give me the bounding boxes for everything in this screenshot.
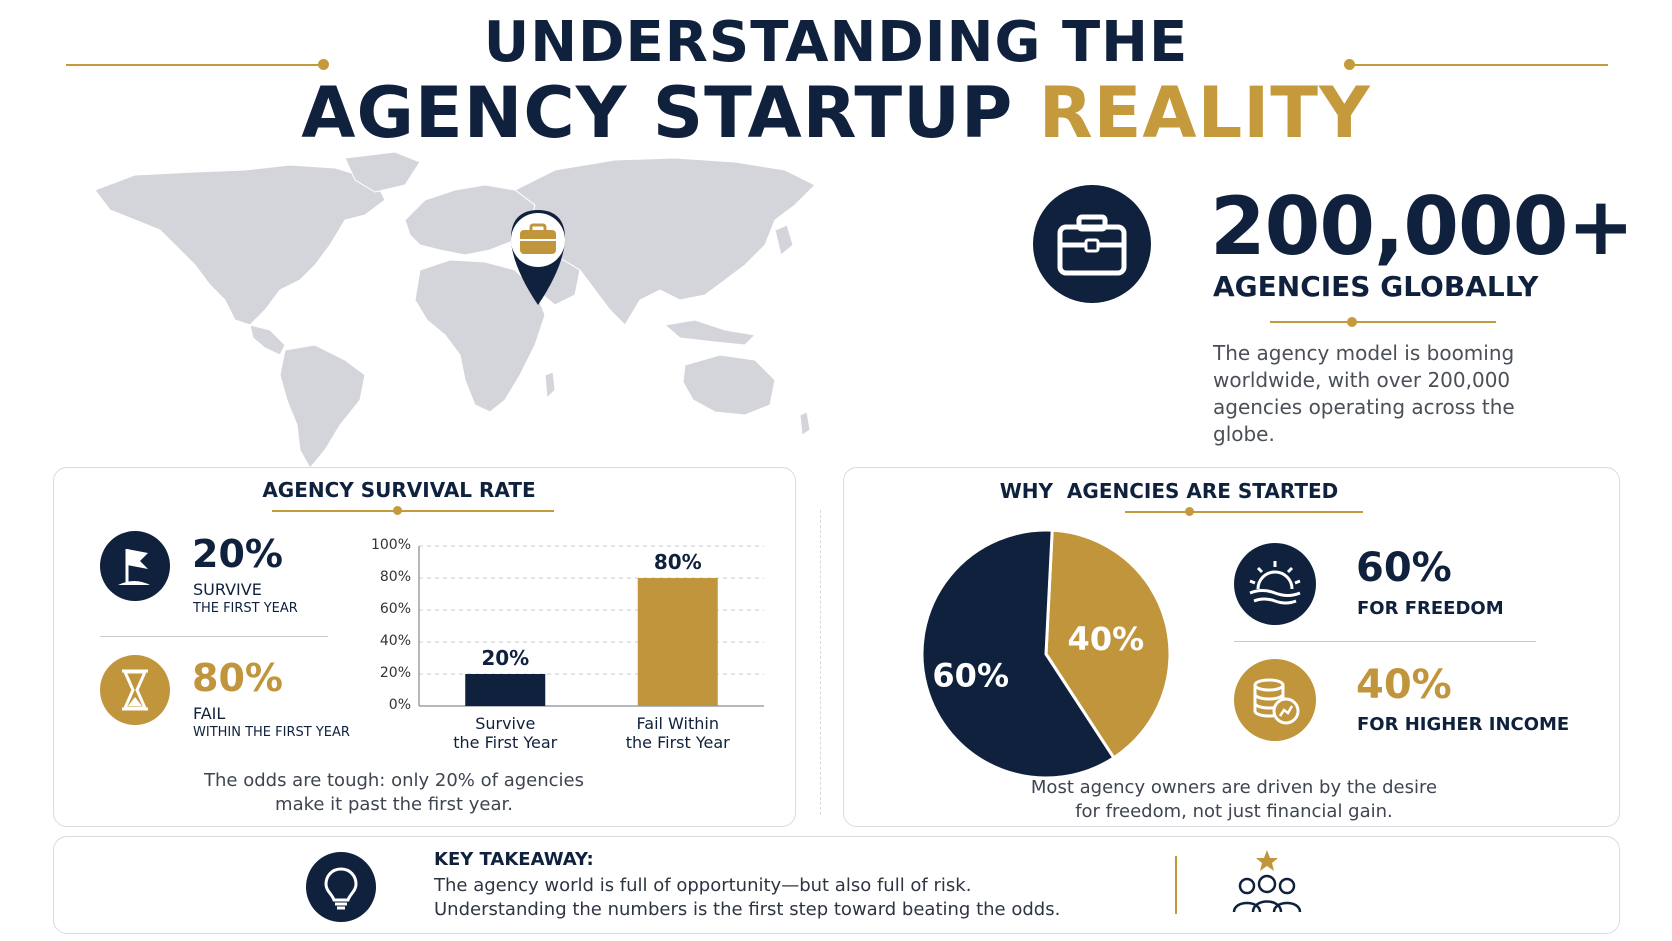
y-tick-label: 0% [388,697,411,713]
takeaway-line2: Understanding the numbers is the first s… [434,899,1061,920]
map-pin-briefcase-icon [511,210,565,305]
survival-title: AGENCY SURVIVAL RATE [262,478,536,502]
freedom-badge [1234,543,1316,625]
bar-category-line: Survive [475,714,536,733]
continent-south-america [279,344,366,469]
flag-icon [118,549,150,585]
survival-title-underline [272,510,554,512]
y-tick-label: 40% [379,633,411,649]
y-tick-label: 60% [379,601,411,617]
income-label: FOR HIGHER INCOME [1357,714,1570,735]
reasons-pie-chart: 40% 60% [920,528,1172,780]
y-tick-label: 100% [370,537,411,553]
survive-label: SURVIVE [193,580,262,599]
reasons-card: WHY AGENCIES ARE STARTED 40% 60% 60% FOR … [843,467,1620,827]
continent-australia [682,354,776,416]
y-tick-label: 80% [379,569,411,585]
stat-divider [1270,321,1496,323]
survival-title-dot [393,506,402,515]
survive-percent: 20% [192,532,283,576]
bar-fail [637,578,718,706]
fail-sublabel: WITHIN THE FIRST YEAR [193,725,350,740]
takeaway-title: KEY TAKEAWAY: [434,849,594,870]
continent-madagascar [544,371,556,400]
survive-sublabel: THE FIRST YEAR [193,601,298,616]
header-dot-left [318,59,329,70]
bar-category-line: the First Year [625,733,730,752]
bar-category-label: Fail Within the First Year [608,714,748,752]
page-title-line2: AGENCY STARTUP REALITY [0,72,1672,154]
header-dot-right [1344,59,1355,70]
reasons-title-underline [1125,511,1363,513]
coins-icon [1253,678,1300,725]
agency-count-label: AGENCIES GLOBALLY [1213,270,1539,303]
continent-japan [774,224,794,256]
hourglass-icon [122,669,148,711]
reason-separator [1234,641,1536,642]
bar-category-label: Survive the First Year [435,714,575,752]
bar-category-line: Fail Within [636,714,719,733]
agency-count: 200,000+ [1210,180,1634,273]
reasons-title-dot [1185,507,1194,516]
sunrise-icon [1249,561,1301,605]
header-line-right [1350,64,1608,66]
pie-slice-label: 60% [932,656,1009,694]
reasons-caption-line2: for freedom, not just financial gain. [1075,801,1393,822]
stat-divider-dot [1347,317,1357,327]
fail-percent: 80% [192,656,283,700]
survival-caption-line2: make it past the first year. [275,794,513,815]
continent-africa [414,259,546,413]
agency-description: The agency model is booming worldwide, w… [1213,341,1515,446]
lightbulb-icon [324,867,358,910]
briefcase-icon [1057,214,1127,276]
pie-slice-freedom [920,528,1116,780]
header: UNDERSTANDING THE AGENCY STARTUP REALITY [0,0,1672,154]
freedom-label: FOR FREEDOM [1357,598,1504,619]
world-map [94,151,816,469]
briefcase-badge [1033,185,1151,303]
fail-label: FAIL [193,704,226,723]
survival-bar-chart: 0% 20% 40% 60% 80% 100% 20% Survive the First Ye… [364,528,784,758]
y-tick-label: 20% [379,665,411,681]
continent-new-zealand [799,411,811,436]
lightbulb-badge [306,852,376,922]
bar-value-label: 20% [481,646,530,670]
income-percent: 40% [1356,662,1452,708]
bar-value-label: 80% [653,550,702,574]
page-title-main: AGENCY STARTUP [301,72,1014,154]
income-badge [1234,659,1316,741]
survival-caption-line1: The odds are tough: only 20% of agencies [204,770,584,791]
reasons-title: WHY AGENCIES ARE STARTED [999,479,1339,503]
card-divider [820,510,821,815]
survival-card: AGENCY SURVIVAL RATE 20% SURVIVE THE FIR… [53,467,796,827]
freedom-percent: 60% [1356,545,1452,591]
page-title-accent: REALITY [1038,72,1371,154]
header-line-left [66,64,324,66]
takeaway-divider [1175,856,1177,914]
team-star-icon [1232,850,1302,913]
bar-chart-canvas [418,545,764,707]
continent-north-america [94,164,386,326]
takeaway-line1: The agency world is full of opportunity—… [434,875,972,896]
page-title-line1: UNDERSTANDING THE [483,10,1189,75]
stat-separator [100,636,328,637]
bar-survive [465,674,546,706]
reasons-caption-line1: Most agency owners are driven by the des… [1030,777,1438,798]
continent-greenland [344,151,421,193]
continent-indonesia [663,319,757,346]
survive-badge [100,531,170,601]
pie-slice-label: 40% [1068,620,1145,658]
continent-central-america [249,324,286,356]
bar-category-line: the First Year [453,733,558,752]
fail-badge [100,655,170,725]
